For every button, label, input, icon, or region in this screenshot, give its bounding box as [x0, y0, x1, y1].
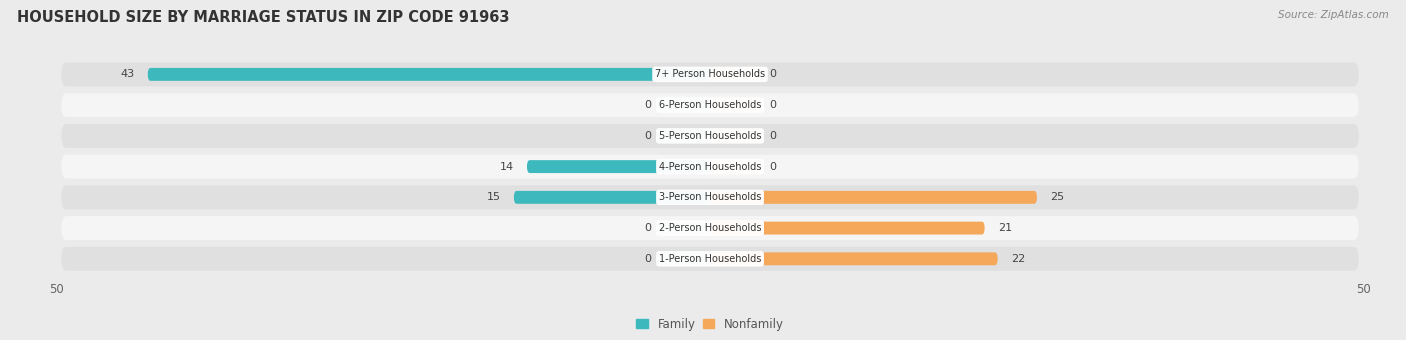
- Text: 0: 0: [769, 100, 776, 110]
- FancyBboxPatch shape: [62, 185, 1358, 209]
- Text: 3-Person Households: 3-Person Households: [659, 192, 761, 202]
- Text: 0: 0: [644, 254, 651, 264]
- FancyBboxPatch shape: [62, 93, 1358, 117]
- FancyBboxPatch shape: [710, 130, 762, 142]
- FancyBboxPatch shape: [62, 216, 1358, 240]
- Text: 22: 22: [1011, 254, 1025, 264]
- FancyBboxPatch shape: [148, 68, 710, 81]
- Text: 43: 43: [121, 69, 135, 79]
- FancyBboxPatch shape: [658, 130, 710, 142]
- Text: 14: 14: [499, 162, 515, 172]
- FancyBboxPatch shape: [710, 160, 762, 173]
- FancyBboxPatch shape: [710, 252, 998, 265]
- Legend: Family, Nonfamily: Family, Nonfamily: [631, 313, 789, 336]
- FancyBboxPatch shape: [658, 222, 710, 235]
- FancyBboxPatch shape: [658, 252, 710, 265]
- FancyBboxPatch shape: [527, 160, 710, 173]
- Text: 1-Person Households: 1-Person Households: [659, 254, 761, 264]
- FancyBboxPatch shape: [62, 247, 1358, 271]
- Text: 25: 25: [1050, 192, 1064, 202]
- FancyBboxPatch shape: [62, 124, 1358, 148]
- Text: 0: 0: [769, 131, 776, 141]
- Text: 2-Person Households: 2-Person Households: [659, 223, 761, 233]
- Text: 5-Person Households: 5-Person Households: [659, 131, 761, 141]
- Text: 21: 21: [998, 223, 1012, 233]
- Text: 6-Person Households: 6-Person Households: [659, 100, 761, 110]
- FancyBboxPatch shape: [658, 99, 710, 112]
- Text: 0: 0: [769, 69, 776, 79]
- Text: 0: 0: [769, 162, 776, 172]
- Text: 0: 0: [644, 100, 651, 110]
- FancyBboxPatch shape: [62, 155, 1358, 179]
- Text: 0: 0: [644, 223, 651, 233]
- FancyBboxPatch shape: [710, 68, 762, 81]
- FancyBboxPatch shape: [515, 191, 710, 204]
- Text: 7+ Person Households: 7+ Person Households: [655, 69, 765, 79]
- Text: Source: ZipAtlas.com: Source: ZipAtlas.com: [1278, 10, 1389, 20]
- FancyBboxPatch shape: [62, 63, 1358, 86]
- Text: HOUSEHOLD SIZE BY MARRIAGE STATUS IN ZIP CODE 91963: HOUSEHOLD SIZE BY MARRIAGE STATUS IN ZIP…: [17, 10, 509, 25]
- FancyBboxPatch shape: [710, 191, 1038, 204]
- Text: 15: 15: [486, 192, 501, 202]
- FancyBboxPatch shape: [710, 99, 762, 112]
- Text: 0: 0: [644, 131, 651, 141]
- Text: 4-Person Households: 4-Person Households: [659, 162, 761, 172]
- FancyBboxPatch shape: [710, 222, 984, 235]
